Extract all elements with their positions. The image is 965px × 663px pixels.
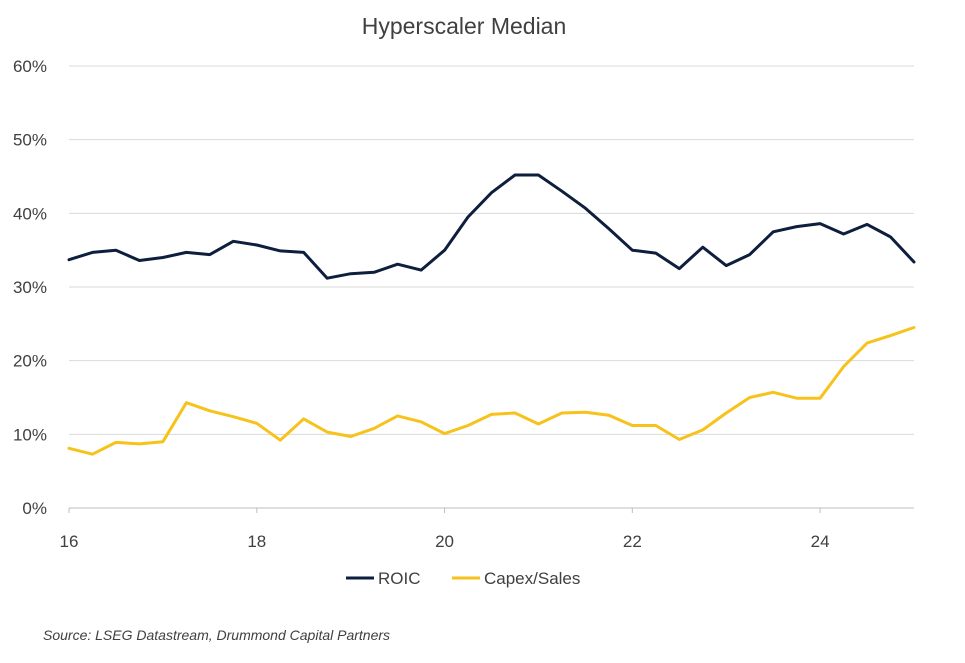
legend-label-capex-sales: Capex/Sales (484, 569, 580, 588)
y-tick-label: 0% (22, 499, 47, 518)
legend: ROIC Capex/Sales (346, 569, 580, 588)
series-lines (67, 173, 916, 456)
x-tick-label: 24 (811, 532, 830, 551)
x-tick-label: 18 (247, 532, 266, 551)
y-axis-tick-labels: 0% 10% 20% 30% 40% 50% 60% (13, 57, 47, 518)
x-tick-label: 22 (623, 532, 642, 551)
chart-title: Hyperscaler Median (362, 13, 567, 39)
x-tick-label: 16 (60, 532, 79, 551)
gridlines (69, 65, 914, 435)
y-tick-label: 50% (13, 131, 47, 150)
x-tick-label: 20 (435, 532, 454, 551)
series-line-roic (67, 173, 916, 280)
y-tick-label: 30% (13, 278, 47, 297)
y-tick-label: 60% (13, 57, 47, 76)
x-axis: 16 18 20 22 24 (60, 507, 914, 551)
y-tick-label: 10% (13, 425, 47, 444)
y-tick-label: 40% (13, 204, 47, 223)
source-note: Source: LSEG Datastream, Drummond Capita… (43, 627, 391, 643)
series-line-capex-sales (67, 326, 916, 456)
y-tick-label: 20% (13, 352, 47, 371)
legend-label-roic: ROIC (378, 569, 421, 588)
